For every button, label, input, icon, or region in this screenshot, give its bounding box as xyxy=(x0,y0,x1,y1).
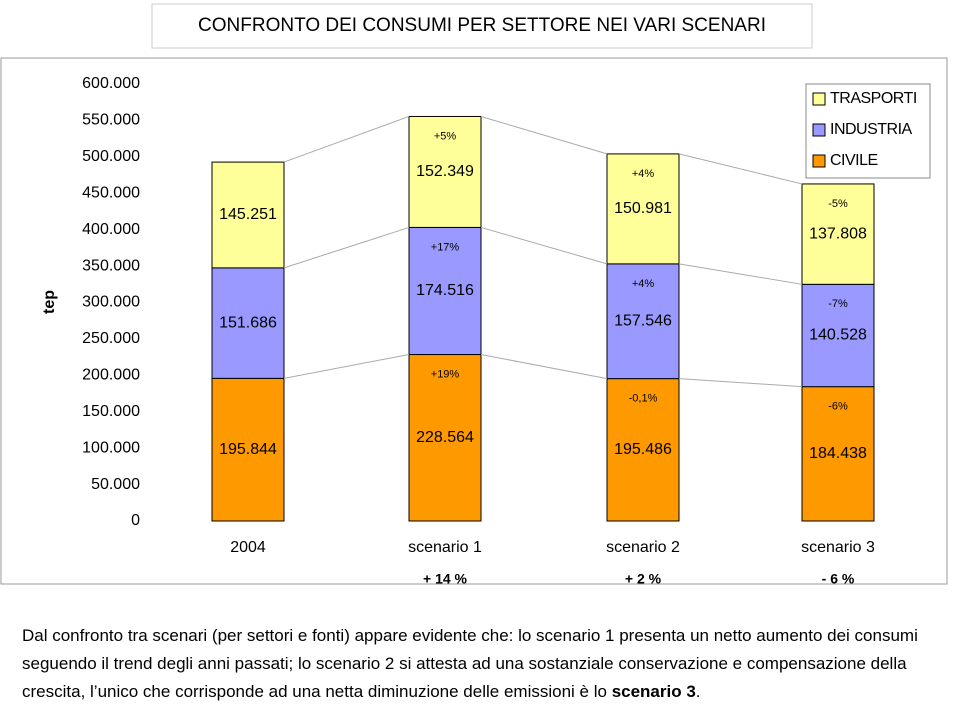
y-tick-label: 0 xyxy=(131,512,140,529)
legend-box xyxy=(805,83,931,179)
value-label: 195.486 xyxy=(614,441,672,458)
connector xyxy=(283,226,410,269)
bar-segment xyxy=(801,183,875,285)
description-emphasis: scenario 3 xyxy=(611,682,696,701)
value-label: 152.349 xyxy=(416,163,474,180)
value-label: 137.808 xyxy=(809,225,867,242)
description-end: . xyxy=(695,682,701,701)
x-tick-label: scenario 3 xyxy=(801,539,875,556)
value-label: 174.516 xyxy=(416,282,474,299)
y-tick-label: 600.000 xyxy=(82,75,140,92)
legend-swatch xyxy=(812,123,826,137)
title-box xyxy=(151,3,813,49)
connector xyxy=(283,115,410,163)
connector xyxy=(283,354,410,379)
connector xyxy=(480,354,608,380)
bar-segment xyxy=(408,115,482,228)
total-change-label: - 6 % xyxy=(822,571,855,587)
connector xyxy=(678,378,803,388)
change-label: +19% xyxy=(431,368,460,380)
bar-segment xyxy=(408,354,482,522)
y-tick-label: 550.000 xyxy=(82,112,140,129)
value-label: 145.251 xyxy=(219,206,277,223)
total-change-label: + 14 % xyxy=(423,571,468,587)
legend-label: INDUSTRIA xyxy=(830,121,913,138)
legend-label: CIVILE xyxy=(830,152,878,169)
y-tick-label: 200.000 xyxy=(82,367,140,384)
y-tick-label: 250.000 xyxy=(82,330,140,347)
connector xyxy=(480,226,608,265)
y-tick-label: 150.000 xyxy=(82,403,140,420)
change-label: +4% xyxy=(632,278,655,290)
change-label: -0,1% xyxy=(629,393,658,405)
bar-segment xyxy=(408,226,482,356)
description-text: Dal confronto tra scenari (per settori e… xyxy=(22,626,918,701)
value-label: 151.686 xyxy=(219,314,277,331)
bar-segment xyxy=(801,386,875,522)
value-label: 184.438 xyxy=(809,445,867,462)
chart: CONFRONTO DEI CONSUMI PER SETTORE NEI VA… xyxy=(0,3,948,587)
value-label: 228.564 xyxy=(416,429,474,446)
y-tick-label: 400.000 xyxy=(82,221,140,238)
bar-segment xyxy=(606,263,680,380)
change-label: -5% xyxy=(828,198,848,210)
description: Dal confronto tra scenari (per settori e… xyxy=(22,622,957,706)
y-tick-label: 300.000 xyxy=(82,294,140,311)
legend-swatch xyxy=(812,154,826,168)
total-change-label: + 2 % xyxy=(625,571,662,587)
x-tick-label: 2004 xyxy=(230,539,266,556)
change-label: +17% xyxy=(431,241,460,253)
y-tick-label: 500.000 xyxy=(82,148,140,165)
value-label: 150.981 xyxy=(614,200,672,217)
y-axis-label: tep xyxy=(41,290,58,314)
legend-label: TRASPORTI xyxy=(830,90,917,107)
bar-segment xyxy=(211,267,285,379)
y-tick-label: 450.000 xyxy=(82,184,140,201)
connector xyxy=(678,263,803,285)
value-label: 140.528 xyxy=(809,327,867,344)
x-tick-label: scenario 1 xyxy=(408,539,482,556)
x-tick-label: scenario 2 xyxy=(606,539,680,556)
change-label: +5% xyxy=(434,130,457,142)
change-label: -6% xyxy=(828,401,848,413)
change-label: -7% xyxy=(828,298,848,310)
chart-title: CONFRONTO DEI CONSUMI PER SETTORE NEI VA… xyxy=(198,15,766,36)
bar-segment xyxy=(606,153,680,265)
y-tick-label: 100.000 xyxy=(82,439,140,456)
bar-segment xyxy=(606,378,680,522)
connector xyxy=(678,153,803,185)
legend-swatch xyxy=(812,92,826,106)
y-tick-label: 50.000 xyxy=(91,476,140,493)
bar-segment xyxy=(801,283,875,388)
value-label: 195.844 xyxy=(219,441,277,458)
bar-segment xyxy=(211,161,285,269)
y-tick-label: 350.000 xyxy=(82,257,140,274)
change-label: +4% xyxy=(632,168,655,180)
connector xyxy=(480,115,608,155)
value-label: 157.546 xyxy=(614,312,672,329)
